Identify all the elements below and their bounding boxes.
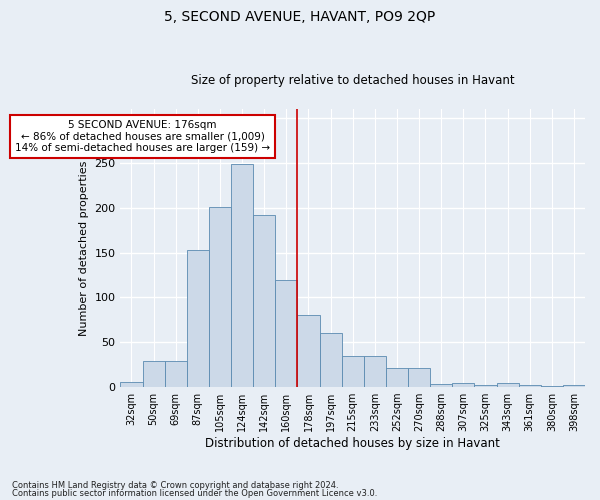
- Bar: [475, 386, 497, 387]
- Bar: [341, 356, 364, 387]
- Bar: [231, 164, 253, 387]
- Title: Size of property relative to detached houses in Havant: Size of property relative to detached ho…: [191, 74, 515, 87]
- Bar: [209, 207, 231, 387]
- Text: Contains public sector information licensed under the Open Government Licence v3: Contains public sector information licen…: [12, 488, 377, 498]
- Bar: [275, 280, 298, 387]
- Text: 5, SECOND AVENUE, HAVANT, PO9 2QP: 5, SECOND AVENUE, HAVANT, PO9 2QP: [164, 10, 436, 24]
- Bar: [541, 386, 563, 387]
- Bar: [143, 361, 164, 387]
- Bar: [497, 384, 518, 387]
- Bar: [364, 356, 386, 387]
- Bar: [452, 382, 475, 387]
- Bar: [518, 386, 541, 387]
- Bar: [253, 215, 275, 387]
- Bar: [386, 368, 408, 387]
- Y-axis label: Number of detached properties: Number of detached properties: [79, 160, 89, 336]
- Bar: [320, 334, 341, 387]
- X-axis label: Distribution of detached houses by size in Havant: Distribution of detached houses by size …: [205, 437, 500, 450]
- Bar: [408, 368, 430, 387]
- Bar: [563, 386, 585, 387]
- Bar: [187, 250, 209, 387]
- Bar: [164, 361, 187, 387]
- Text: 5 SECOND AVENUE: 176sqm
← 86% of detached houses are smaller (1,009)
14% of semi: 5 SECOND AVENUE: 176sqm ← 86% of detache…: [15, 120, 270, 153]
- Bar: [121, 382, 143, 387]
- Text: Contains HM Land Registry data © Crown copyright and database right 2024.: Contains HM Land Registry data © Crown c…: [12, 481, 338, 490]
- Bar: [298, 316, 320, 387]
- Bar: [430, 384, 452, 387]
